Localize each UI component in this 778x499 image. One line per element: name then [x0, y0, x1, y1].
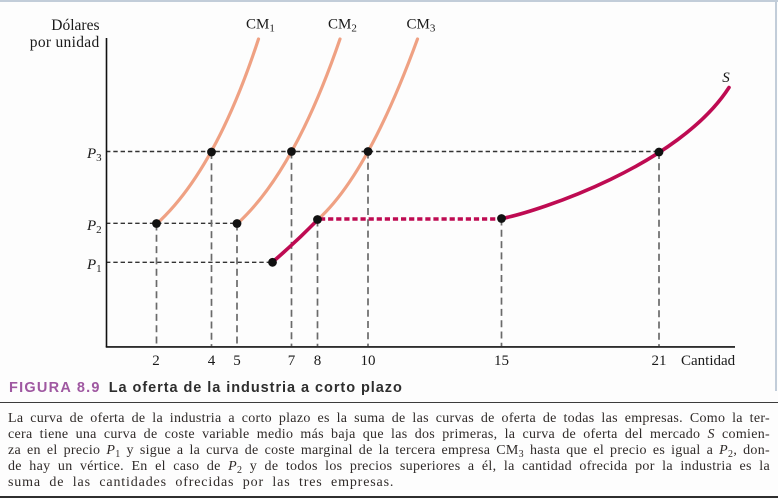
svg-text:5: 5: [233, 353, 241, 369]
svg-text:4: 4: [208, 353, 216, 369]
svg-text:S: S: [722, 70, 730, 86]
svg-text:2: 2: [152, 353, 160, 369]
svg-text:P1: P1: [86, 257, 102, 275]
svg-text:Cantidad: Cantidad: [681, 353, 736, 369]
svg-text:7: 7: [288, 353, 296, 369]
svg-text:Dólares: Dólares: [51, 17, 99, 34]
svg-text:8: 8: [314, 353, 322, 369]
svg-text:CM1: CM1: [246, 17, 275, 35]
svg-text:CM3: CM3: [407, 17, 436, 35]
svg-text:P2: P2: [86, 218, 102, 236]
svg-text:CM2: CM2: [328, 17, 357, 35]
svg-text:15: 15: [494, 353, 509, 369]
svg-text:P3: P3: [86, 146, 102, 164]
svg-text:21: 21: [652, 353, 667, 369]
svg-text:por unidad: por unidad: [30, 34, 100, 51]
svg-text:10: 10: [361, 353, 376, 369]
